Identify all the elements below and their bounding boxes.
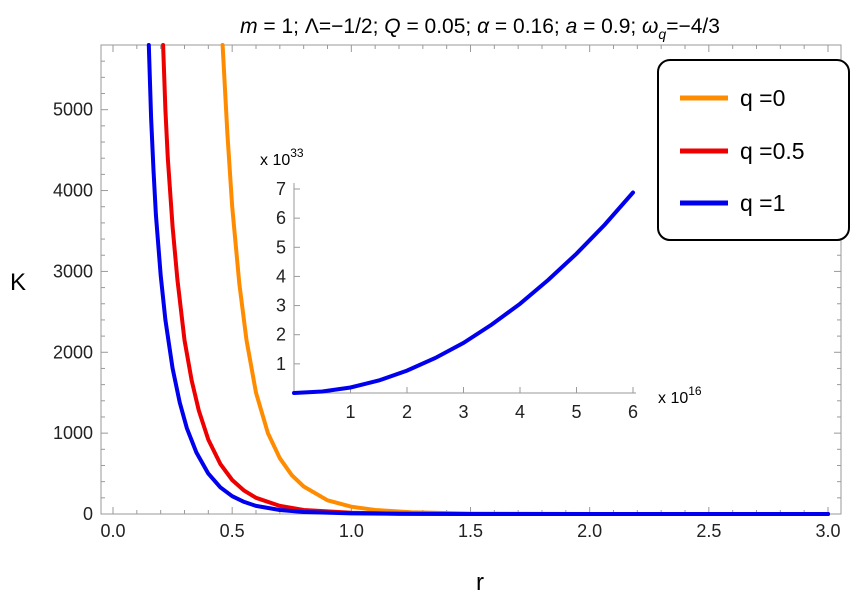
title-part: α <box>477 15 490 38</box>
inset-y-multiplier-base: x 10 <box>260 152 290 169</box>
main-axis-ticks: 0.0 0.5 1.0 1.5 2.0 2.5 3.0 0 1000 2000 3000 4000 50… <box>53 45 841 541</box>
inset-axis-ticks: 1 2 3 4 5 6 1 2 3 4 5 6 7 <box>276 179 638 422</box>
y-tick-label: 2000 <box>53 342 93 362</box>
inset-y-tick-label: 6 <box>276 208 286 228</box>
inset-x-tick-label: 2 <box>402 402 412 422</box>
title-part: ω <box>642 15 658 38</box>
legend: q =0 q =0.5 q =1 <box>657 59 850 241</box>
inset-x-tick-label: 5 <box>571 402 581 422</box>
inset-x-tick-label: 4 <box>515 402 525 422</box>
inset-x-tick-label: 1 <box>345 402 355 422</box>
y-tick-label: 4000 <box>53 181 93 201</box>
inset-x-multiplier-base: x 10 <box>658 390 688 407</box>
inset-y-tick-label: 5 <box>276 237 286 257</box>
legend-label-q1: q =1 <box>740 190 785 216</box>
inset-y-tick-label: 1 <box>276 354 286 374</box>
title-part: Q <box>384 15 400 38</box>
x-tick-label: 2.5 <box>696 521 721 541</box>
series-line-2 <box>146 43 830 516</box>
title-part: m <box>240 15 258 38</box>
inset-y-tick-label: 2 <box>276 325 286 345</box>
inset-series-line-0 <box>292 190 635 395</box>
inset-x-tick-label: 3 <box>458 402 468 422</box>
y-tick-label: 3000 <box>53 261 93 281</box>
x-tick-label: 1.5 <box>458 521 483 541</box>
x-tick-label: 0.0 <box>100 521 125 541</box>
y-axis-title: K <box>10 269 26 296</box>
x-tick-label: 2.0 <box>577 521 602 541</box>
title-part: = 1; Λ=−1/2; <box>258 15 385 38</box>
inset-x-tick-label: 6 <box>628 402 638 422</box>
inset-x-multiplier: x 1016 <box>658 384 702 407</box>
title-part: a <box>566 15 578 38</box>
x-tick-label: 3.0 <box>815 521 840 541</box>
title-part: =−4/3 <box>666 15 720 38</box>
y-tick-label: 0 <box>83 504 93 524</box>
inset-y-exponent: 33 <box>290 146 304 160</box>
x-tick-label: 0.5 <box>220 521 245 541</box>
inset-y-tick-label: 4 <box>276 266 286 286</box>
y-tick-label: 5000 <box>53 100 93 120</box>
title-part: = 0.16; <box>489 15 565 38</box>
x-tick-label: 1.0 <box>339 521 364 541</box>
inset-x-exponent: 16 <box>688 384 702 398</box>
main-series-group <box>146 43 830 516</box>
chart-title: m = 1; Λ=−1/2; Q = 0.05; α = 0.16; a = 0… <box>240 15 720 42</box>
inset-y-tick-label: 7 <box>276 179 286 199</box>
inset-y-multiplier: x 1033 <box>260 146 304 169</box>
title-part: = 0.05; <box>401 15 477 38</box>
title-part: = 0.9; <box>577 15 642 38</box>
inset-y-tick-label: 3 <box>276 296 286 316</box>
x-axis-title: r <box>476 569 484 596</box>
legend-label-q05: q =0.5 <box>740 138 805 164</box>
title-subscript: q <box>658 26 666 42</box>
legend-box <box>657 59 850 241</box>
inset-series-group <box>292 190 635 395</box>
legend-label-q0: q =0 <box>740 85 785 111</box>
y-tick-label: 1000 <box>53 423 93 443</box>
